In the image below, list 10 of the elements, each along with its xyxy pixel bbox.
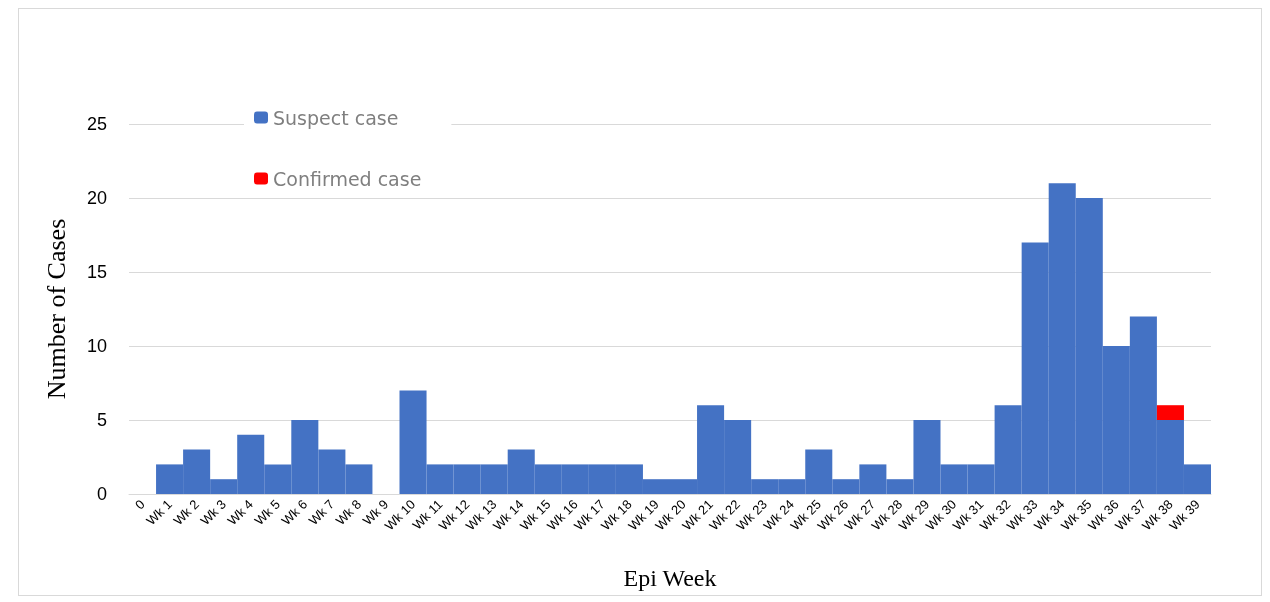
legend-label: Confirmed case (273, 167, 422, 190)
x-axis-title: Epi Week (623, 565, 717, 591)
y-tick-label: 20 (86, 188, 107, 208)
y-axis-title: Number of Cases (41, 218, 71, 400)
y-tick-label: 15 (86, 262, 107, 282)
x-tick-label: 0 (132, 496, 148, 513)
y-tick-label: 5 (96, 410, 107, 430)
y-tick-label: 10 (86, 336, 107, 356)
legend-label: Suspect case (273, 106, 399, 129)
y-tick-label: 25 (86, 114, 107, 134)
